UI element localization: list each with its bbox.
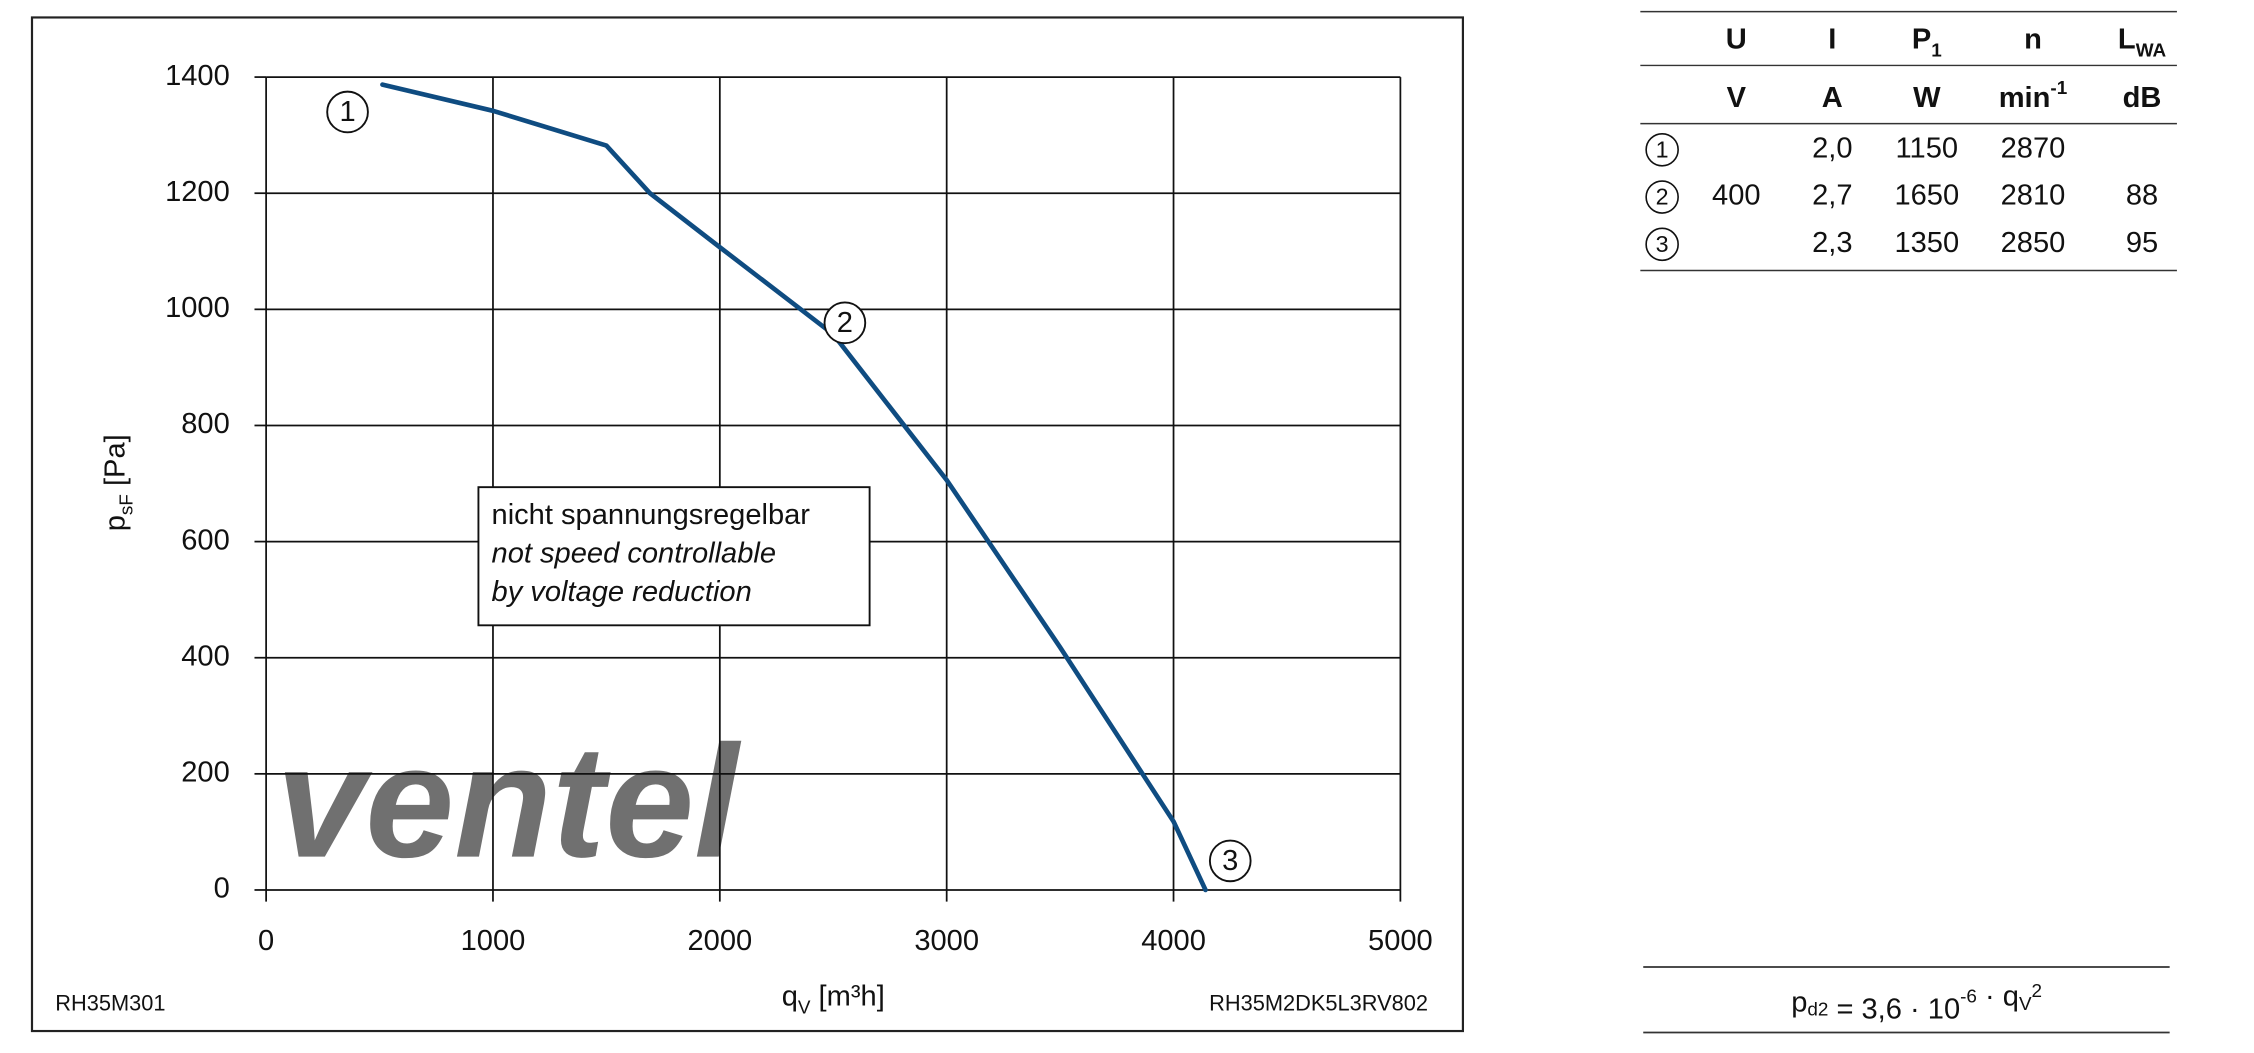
table-unit: A: [1822, 82, 1843, 114]
y-tick-label: 400: [181, 640, 230, 672]
x-tick-label: 3000: [914, 925, 979, 957]
text-part: dB: [2123, 82, 2162, 114]
row-marker: [1645, 132, 1679, 167]
table-header: I: [1828, 23, 1836, 55]
formula-part: = 3,6 · 10: [1828, 993, 1960, 1025]
table-cell: 2850: [2001, 227, 2066, 259]
text-part: min: [1999, 82, 2051, 114]
formula-part: d2: [1807, 1000, 1828, 1021]
x-tick-label: 4000: [1141, 925, 1206, 957]
row-marker: [1645, 227, 1679, 262]
text-part: 1: [1931, 40, 1942, 61]
table-cell: 2,0: [1812, 132, 1852, 164]
text-part: -1: [2050, 77, 2067, 98]
table-header: LWA: [2118, 23, 2167, 61]
y-tick-label: 1200: [165, 176, 230, 208]
watermark: ventel: [276, 712, 742, 891]
curve: [380, 82, 1208, 893]
text-part: p: [99, 515, 131, 531]
table-cell: 1150: [1896, 132, 1959, 164]
text-part: V: [798, 997, 811, 1018]
point-label: 3: [1222, 845, 1238, 877]
formula-part: V: [2019, 994, 2032, 1015]
point-label: 2: [837, 307, 853, 339]
y-tick-label: 1400: [165, 60, 230, 92]
table-cell: 1650: [1894, 180, 1959, 212]
row-marker: [1645, 180, 1679, 214]
note-line: nicht spannungsregelbar: [492, 499, 811, 531]
row-marker-label: 3: [1656, 231, 1669, 257]
y-tick-label: 800: [181, 408, 230, 440]
x-tick-label: 1000: [461, 925, 526, 957]
text-part: W: [1913, 82, 1941, 114]
x-tick-label: 5000: [1368, 925, 1433, 957]
y-tick-label: 200: [181, 757, 230, 789]
table-cell: 1350: [1894, 227, 1959, 259]
table-cell: 88: [2126, 180, 2158, 212]
point-marker: [326, 90, 369, 134]
table-unit: W: [1913, 82, 1941, 114]
x-axis-label: qV [m³h]: [782, 980, 885, 1018]
y-tick-label: 1000: [165, 292, 230, 324]
formula-part: -6: [1960, 987, 1977, 1008]
text-part: A: [1822, 82, 1843, 114]
y-tick-label: 0: [214, 873, 230, 905]
table-unit: dB: [2123, 82, 2162, 114]
text-part: I: [1828, 23, 1836, 55]
point-marker: [823, 301, 867, 345]
row-marker-label: 1: [1656, 136, 1669, 162]
text-part: U: [1726, 23, 1747, 55]
table-cell: 2870: [2001, 132, 2066, 164]
x-tick-label: 2000: [687, 925, 752, 957]
formula-part: 2: [2032, 981, 2043, 1002]
text-part: V: [1727, 82, 1747, 114]
y-tick-label: 600: [181, 524, 230, 556]
text-part: sF: [116, 494, 137, 515]
note-line: not speed controllable: [492, 537, 777, 569]
table-cell: 400: [1712, 180, 1761, 212]
table-unit: V: [1727, 82, 1747, 114]
point-label: 1: [339, 96, 355, 128]
y-axis-label: psF [Pa]: [99, 434, 137, 531]
text-part: WA: [2136, 40, 2167, 61]
table-cell: 2,3: [1812, 227, 1852, 259]
table-unit: min-1: [1999, 77, 2068, 113]
table-cell: 2810: [2001, 180, 2066, 212]
table-header: U: [1726, 23, 1747, 55]
footer-right: RH35M2DK5L3RV802: [1209, 991, 1428, 1016]
text-part: [Pa]: [99, 434, 131, 494]
text-part: n: [2024, 23, 2042, 55]
text-part: q: [782, 980, 798, 1012]
formula-part: p: [1791, 986, 1807, 1018]
note-line: by voltage reduction: [492, 576, 752, 608]
formula: pd2 = 3,6 · 10-6 · qV2: [1791, 980, 2042, 1025]
point-marker: [1208, 839, 1252, 883]
row-marker-label: 2: [1656, 184, 1669, 210]
text-part: [m³h]: [810, 980, 884, 1012]
footer-left: RH35M301: [55, 991, 165, 1016]
table-header: n: [2024, 23, 2042, 55]
note-box: [477, 486, 871, 627]
table-cell: 95: [2126, 227, 2158, 259]
table-cell: 2,7: [1812, 180, 1852, 212]
table-header: P1: [1912, 23, 1942, 61]
chart-frame: [30, 16, 1465, 1033]
text-part: L: [2118, 23, 2136, 55]
formula-part: · q: [1977, 980, 2019, 1012]
text-part: P: [1912, 23, 1931, 55]
x-tick-label: 0: [258, 925, 274, 957]
